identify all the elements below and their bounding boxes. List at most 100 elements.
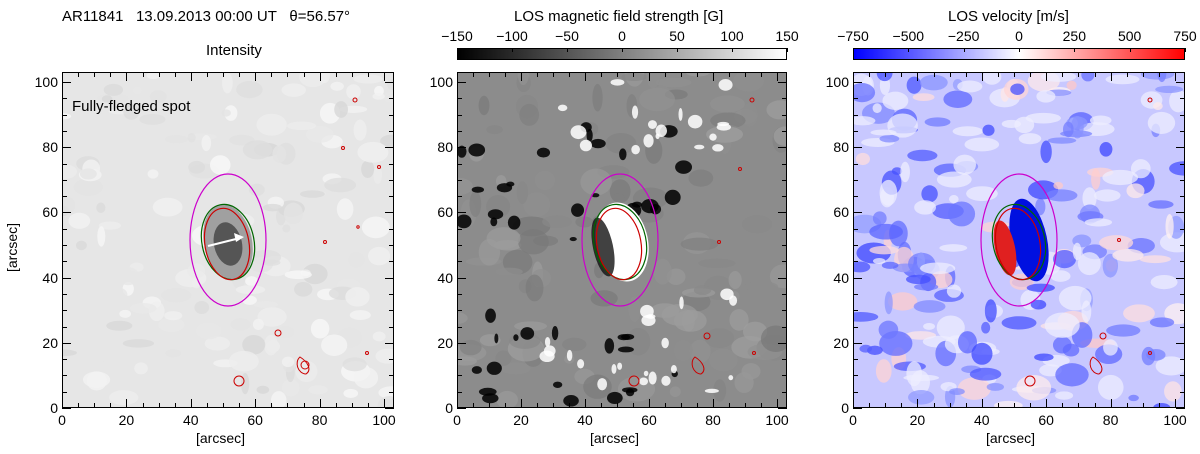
x-minor-tick	[158, 403, 160, 408]
field-patch	[486, 125, 503, 135]
negative-polarity-patch	[606, 391, 623, 405]
granulation-blob	[146, 72, 161, 80]
x-minor-tick	[78, 72, 80, 77]
velocity-patch	[986, 382, 1004, 391]
field-patch	[457, 312, 468, 324]
granulation-blob	[282, 224, 291, 233]
x-tick-label: 100	[372, 412, 396, 428]
negative-polarity-patch	[471, 366, 482, 374]
granulation-blob	[372, 331, 386, 342]
x-minor-tick	[335, 72, 337, 77]
y-tick-label: 100	[34, 74, 58, 90]
x-minor-tick	[1014, 403, 1015, 408]
granulation-blob	[165, 349, 182, 358]
granulation-blob	[361, 216, 390, 239]
x-minor-tick	[681, 72, 682, 77]
x-minor-tick	[271, 72, 273, 77]
negative-polarity-patch	[482, 393, 499, 404]
y-tick-label: 0	[841, 400, 849, 416]
x-tick-label: 80	[311, 412, 328, 428]
x-minor-tick	[729, 403, 730, 408]
x-major-tick	[1046, 72, 1048, 81]
granulation-blob	[221, 109, 231, 117]
negative-polarity-patch	[590, 138, 606, 149]
x-minor-tick	[239, 403, 241, 408]
y-minor-tick	[389, 375, 394, 377]
velocity-patch	[1153, 402, 1171, 408]
colorbar-tick-label: −250	[947, 28, 980, 44]
colorbar-tick-label: 250	[1062, 28, 1086, 44]
pore-contour	[717, 240, 721, 244]
field-patch	[680, 237, 719, 251]
x-major-tick	[255, 399, 257, 408]
granulation-blob	[228, 350, 259, 372]
colorbar-tick	[787, 48, 788, 52]
negative-polarity-patch	[468, 143, 486, 157]
velocity-patch	[1082, 187, 1097, 210]
y-minor-tick	[782, 179, 787, 181]
field-patch	[525, 274, 544, 302]
negative-polarity-patch	[494, 333, 499, 344]
positive-polarity-patch	[566, 349, 573, 362]
y-major-tick	[853, 408, 862, 409]
positive-polarity-patch	[678, 107, 683, 121]
velocity-patch	[924, 117, 951, 127]
velocity-patch	[1010, 83, 1025, 95]
velocity-map	[853, 72, 1185, 408]
arrow-head	[234, 233, 244, 242]
velocity-patch	[879, 179, 898, 206]
velocity-patch	[943, 90, 973, 108]
field-patch	[653, 258, 672, 285]
y-minor-tick	[389, 163, 394, 165]
y-major-tick	[457, 82, 466, 83]
x-minor-tick	[335, 403, 337, 408]
granulation-blob	[336, 198, 354, 220]
x-major-tick	[126, 399, 128, 408]
positive-polarity-patch	[670, 365, 677, 374]
velocity-patch	[1153, 102, 1163, 111]
colorbar-tick-label: 50	[669, 28, 685, 44]
negative-polarity-patch	[571, 203, 585, 217]
x-minor-tick	[537, 72, 538, 77]
velocity-patch	[957, 331, 978, 354]
field-patch	[495, 350, 512, 366]
positive-polarity-patch	[712, 144, 724, 152]
y-minor-tick	[62, 293, 67, 295]
positive-polarity-patch	[577, 359, 585, 369]
velocity-patch	[853, 261, 871, 273]
y-tick-label: 20	[42, 334, 58, 351]
velocity-patch	[1018, 133, 1042, 145]
region-label: AR11841	[62, 8, 124, 25]
y-major-tick	[853, 82, 862, 83]
x-major-tick	[917, 72, 919, 81]
velocity-patch	[981, 321, 991, 334]
positive-polarity-patch	[579, 139, 593, 152]
granulation-blob	[187, 263, 206, 279]
y-minor-tick	[1180, 179, 1185, 181]
x-tick-label: 40	[183, 412, 199, 428]
velocity-patch	[971, 342, 993, 365]
y-minor-tick	[1180, 261, 1185, 263]
y-minor-tick	[457, 228, 462, 230]
y-major-tick	[385, 277, 394, 279]
y-minor-tick	[457, 261, 462, 263]
x-major-tick	[649, 72, 650, 81]
granulation-blob	[123, 103, 140, 120]
x-minor-tick	[351, 403, 353, 408]
y-minor-tick	[1180, 114, 1185, 116]
y-minor-tick	[782, 326, 787, 328]
velocity-patch	[1141, 346, 1156, 366]
x-minor-tick	[745, 403, 746, 408]
x-major-tick	[384, 399, 385, 408]
x-major-tick	[384, 72, 385, 81]
velocity-patch	[1070, 115, 1084, 139]
x-tick-label: 0	[58, 412, 66, 428]
y-major-tick	[778, 342, 787, 344]
x-minor-tick	[665, 403, 666, 408]
y-major-tick	[62, 212, 71, 214]
y-minor-tick	[782, 245, 787, 246]
velocity-patch	[1103, 339, 1118, 356]
velocity-patch	[952, 126, 984, 137]
x-minor-tick	[174, 403, 176, 408]
x-major-tick	[521, 399, 522, 408]
